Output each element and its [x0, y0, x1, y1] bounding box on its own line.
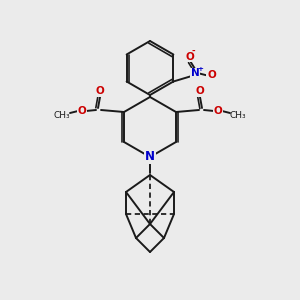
- Text: O: O: [214, 106, 222, 116]
- Text: N: N: [191, 68, 200, 79]
- Text: CH₃: CH₃: [54, 112, 70, 121]
- Text: O: O: [78, 106, 86, 116]
- Text: O: O: [196, 86, 204, 97]
- Text: O: O: [96, 86, 104, 97]
- Text: CH₃: CH₃: [230, 112, 246, 121]
- Text: +: +: [197, 66, 203, 72]
- Text: O: O: [185, 52, 194, 61]
- Text: -: -: [192, 47, 195, 56]
- Text: N: N: [145, 151, 155, 164]
- Text: O: O: [207, 70, 216, 80]
